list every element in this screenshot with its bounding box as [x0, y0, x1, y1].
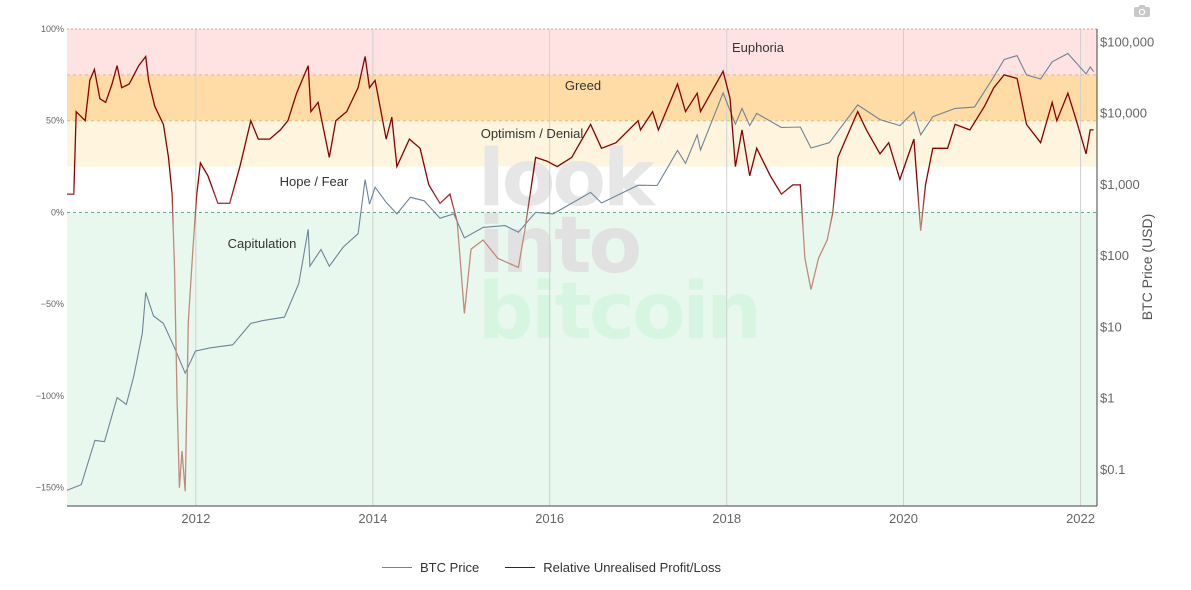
legend-swatch-btc-price [382, 567, 412, 568]
legend-label-nupl: Relative Unrealised Profit/Loss [543, 560, 721, 575]
watermark-line-3: bitcoin [478, 267, 759, 357]
legend-item-nupl[interactable]: Relative Unrealised Profit/Loss [505, 560, 721, 575]
axes [67, 29, 1098, 507]
zone-label: Hope / Fear [280, 174, 349, 189]
legend-swatch-nupl [505, 567, 536, 568]
legend: BTC Price Relative Unrealised Profit/Los… [382, 560, 721, 575]
sentiment-zones [67, 29, 1097, 506]
x-tick-label: 2018 [712, 511, 741, 526]
y-right-tick-label: $1 [1100, 391, 1114, 406]
y-right-axis-title: BTC Price (USD) [1139, 214, 1155, 321]
watermark: look into bitcoin [478, 134, 762, 357]
watermark-line-2: into [478, 201, 640, 291]
y-left-tick-label: −150% [36, 483, 64, 493]
y-right-tick-label: $100,000 [1100, 35, 1154, 50]
x-axis-ticks: 2012 2014 2016 2018 2020 2022 [181, 511, 1095, 526]
camera-icon[interactable] [1133, 4, 1151, 18]
y-right-tick-label: $10 [1100, 319, 1122, 334]
legend-label-btc-price: BTC Price [420, 560, 480, 575]
x-tick-label: 2020 [889, 511, 918, 526]
zone-greed [67, 74, 1097, 121]
x-tick-label: 2012 [181, 511, 210, 526]
y-right-tick-label: $100 [1100, 248, 1129, 263]
nupl-line [67, 54, 1094, 492]
y-left-axis-ticks: 100% 50% 0% −50% −100% −150% [36, 24, 64, 493]
x-tick-label: 2016 [535, 511, 564, 526]
watermark-line-1: look [478, 134, 657, 224]
zone-labels: Euphoria Greed Optimism / Denial Hope / Fea… [228, 40, 785, 251]
y-right-tick-label: $0.1 [1100, 462, 1125, 477]
y-left-tick-label: 100% [41, 24, 64, 34]
x-tick-label: 2014 [358, 511, 387, 526]
y-right-axis-ticks: $100,000 $10,000 $1,000 $100 $10 $1 $0.1 [1100, 35, 1154, 477]
zone-label: Optimism / Denial [481, 126, 584, 141]
grid-lines [67, 28, 1097, 506]
y-left-tick-label: 0% [51, 207, 64, 217]
legend-item-btc-price[interactable]: BTC Price [382, 560, 479, 575]
btc-price-line [66, 52, 1095, 491]
zone-label: Capitulation [228, 236, 297, 251]
y-left-tick-label: −50% [41, 299, 64, 309]
y-left-tick-label: 50% [46, 116, 64, 126]
zone-euphoria [67, 29, 1097, 75]
zone-label: Greed [565, 78, 601, 93]
zone-label: Euphoria [732, 40, 785, 55]
zone-capitulation [67, 212, 1097, 506]
y-right-tick-label: $1,000 [1100, 177, 1140, 192]
y-left-tick-label: −100% [36, 391, 64, 401]
x-tick-label: 2022 [1066, 511, 1095, 526]
y-right-tick-label: $10,000 [1100, 106, 1147, 121]
